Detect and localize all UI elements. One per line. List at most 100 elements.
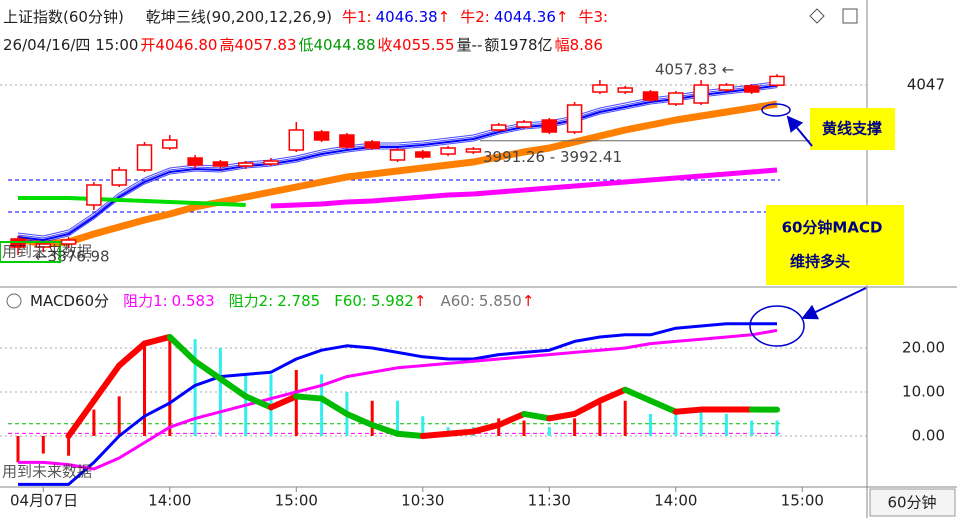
candle-body: [339, 134, 355, 148]
info-line: 26/04/16/四 15:00 开4046.80 高4057.83 低4044.88…: [3, 36, 603, 54]
chart-title: MACD60分: [30, 292, 109, 310]
info-item: 低4044.88: [298, 36, 375, 54]
candle-body: [60, 239, 77, 245]
legend-arrow: ↑: [438, 8, 451, 26]
macd-band-segment: [343, 410, 376, 428]
candle-body: [111, 169, 127, 186]
macd-bar: [724, 413, 728, 436]
macd-band-segment: [268, 393, 300, 411]
candle-body: [389, 149, 406, 161]
info-item: 幅8.86: [555, 36, 603, 54]
y-tick-label: 4047: [907, 76, 945, 94]
candle-body: [136, 144, 153, 171]
candle-body: [617, 87, 633, 93]
y-tick-label: 20.00: [902, 338, 945, 356]
macd-bar: [699, 411, 703, 436]
legend-value: 4046.38: [376, 8, 438, 26]
candle-body: [743, 85, 760, 93]
macd-bar: [370, 400, 374, 436]
legend-name: 阻力2:: [229, 292, 274, 310]
info-item: 高4057.83: [219, 36, 296, 54]
watermark: 用到未来数据: [2, 463, 92, 481]
macd-band-segment: [90, 362, 123, 404]
macd-bar: [750, 420, 754, 436]
legend-name: 牛3:: [578, 8, 608, 26]
x-tick-label: 11:30: [528, 492, 571, 510]
macd-band-segment: [419, 430, 452, 439]
legend-arrow: ↑: [556, 8, 569, 26]
indicator-line: [270, 167, 778, 209]
macd-band-segment: [141, 333, 173, 347]
candle-body: [288, 129, 305, 151]
legend-value: 5.850: [479, 292, 522, 310]
macd-band-segment: [571, 397, 603, 417]
legend-name: 牛1:: [342, 8, 372, 26]
macd-bar: [294, 369, 298, 436]
legend-name: 牛2:: [460, 8, 490, 26]
macd-bar: [168, 339, 172, 436]
x-tick-label: 14:00: [148, 492, 191, 510]
candle-body: [465, 148, 482, 153]
macd-band-segment: [521, 410, 553, 422]
period-label[interactable]: 60分钟: [887, 494, 936, 512]
candle-body: [212, 161, 229, 167]
highlight-ellipse: [761, 103, 791, 117]
chart-title: 上证指数(60分钟): [3, 8, 124, 26]
macd-line: [18, 328, 778, 471]
macd-bar: [775, 420, 779, 436]
macd-bar: [218, 347, 222, 436]
y-tick-label: 0.00: [912, 426, 945, 444]
period-box[interactable]: [869, 488, 956, 517]
candle-body: [516, 121, 532, 128]
macd-bar: [573, 418, 577, 436]
macd-bar: [117, 396, 121, 436]
header: 上证指数(60分钟) 乾坤三线(90,200,12,26,9) 牛1: 4046.38…: [3, 8, 608, 26]
candle-body: [263, 160, 279, 165]
macd-bar: [193, 339, 197, 436]
x-tick-label: 14:00: [654, 492, 697, 510]
checkbox[interactable]: [842, 8, 858, 24]
macd-band-segment: [293, 393, 325, 402]
candle-body: [642, 91, 659, 101]
legend-value: 5.982: [371, 292, 414, 310]
collapse-icon: [6, 293, 22, 309]
macd-bar: [320, 374, 324, 436]
macd-bar: [623, 400, 627, 436]
candle-body: [769, 75, 785, 86]
macd-band-segment: [596, 386, 629, 404]
candle-body: [187, 157, 203, 166]
callout-box: [766, 205, 904, 285]
watermark: 用到未来数据: [2, 243, 92, 261]
legend-value: 0.583: [172, 292, 215, 310]
candle-body: [566, 104, 583, 133]
settings-icons[interactable]: [809, 8, 858, 24]
macd-bar: [598, 400, 602, 436]
macd-band-segment: [546, 410, 578, 422]
macd-band-segment: [217, 375, 249, 400]
legend-arrow: ↑: [522, 292, 535, 310]
macd-band-segment: [318, 395, 350, 417]
x-tick-label: 10:30: [401, 492, 444, 510]
diamond-icon[interactable]: [809, 8, 825, 24]
macd-band-segment: [445, 428, 477, 437]
legend-value: 2.785: [277, 292, 320, 310]
indicator-line: [18, 196, 246, 207]
highlight-ellipse: [749, 305, 805, 347]
annotation: 3991.26 - 3992.41: [483, 148, 622, 166]
macd-bar: [143, 343, 146, 436]
macd-bar: [674, 411, 678, 436]
callout-arrow: [801, 287, 867, 320]
info-item: 开4046.80: [140, 36, 217, 54]
candle-body: [490, 124, 507, 131]
callout-text: 黄线支撑: [822, 120, 882, 138]
candle-body: [592, 84, 608, 93]
macd-band-segment: [65, 397, 97, 439]
candle-body: [162, 139, 178, 149]
macd-band-segment: [192, 358, 224, 382]
macd-bar: [92, 409, 96, 436]
macd-band-segment: [672, 406, 705, 415]
annotation: 4057.83 ←: [655, 61, 734, 79]
